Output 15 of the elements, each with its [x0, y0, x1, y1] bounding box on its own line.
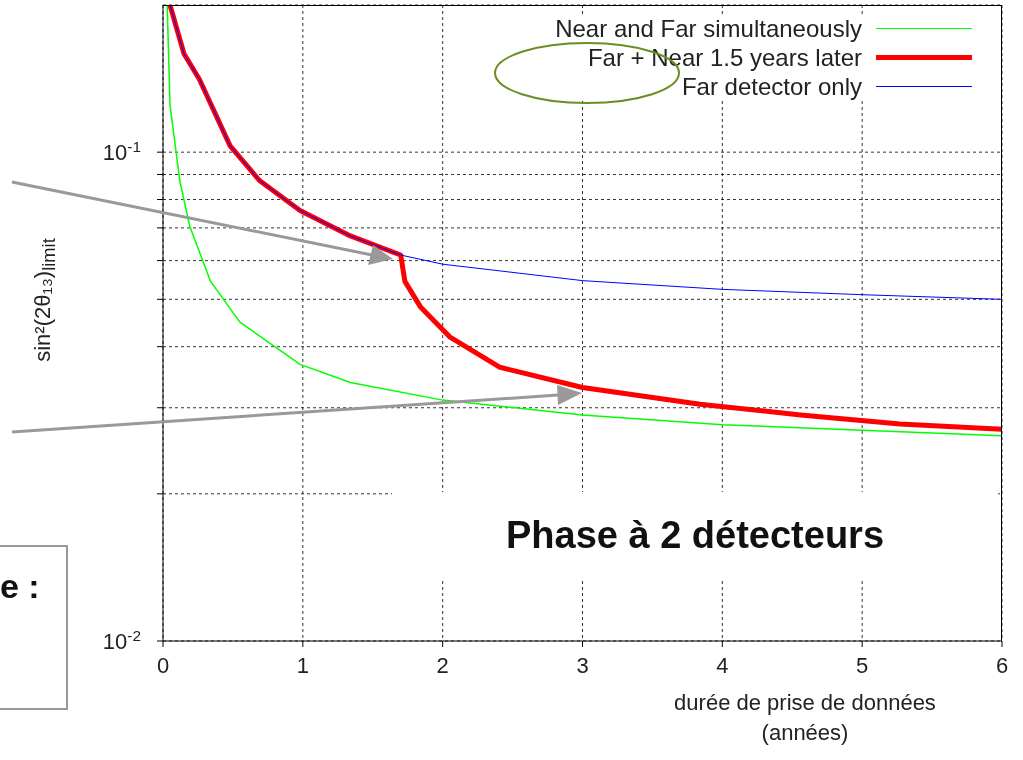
line-series — [169, 5, 1002, 300]
x-tick-label: 0 — [156, 653, 170, 678]
x-tick-label: 5 — [856, 653, 869, 678]
legend-label: Far detector only — [681, 72, 862, 101]
y-tick-label: 10$^{-2}$ — [102, 626, 141, 654]
x-axis-title: durée de prise de données (années) — [673, 689, 937, 747]
x-tick-label: 2 — [436, 653, 449, 678]
text: e : — [0, 545, 68, 710]
legend-label: Near and Far simultaneously — [555, 14, 862, 43]
x-tick-label: 4 — [716, 653, 729, 678]
x-tick-label: 6 — [995, 653, 1009, 678]
text-box: Phase à 2 détecteurs — [392, 492, 998, 578]
x-tick-label: 3 — [576, 653, 589, 678]
x-tick-label: 1 — [296, 653, 309, 678]
y-tick-label: 10$^{-1}$ — [102, 137, 141, 166]
